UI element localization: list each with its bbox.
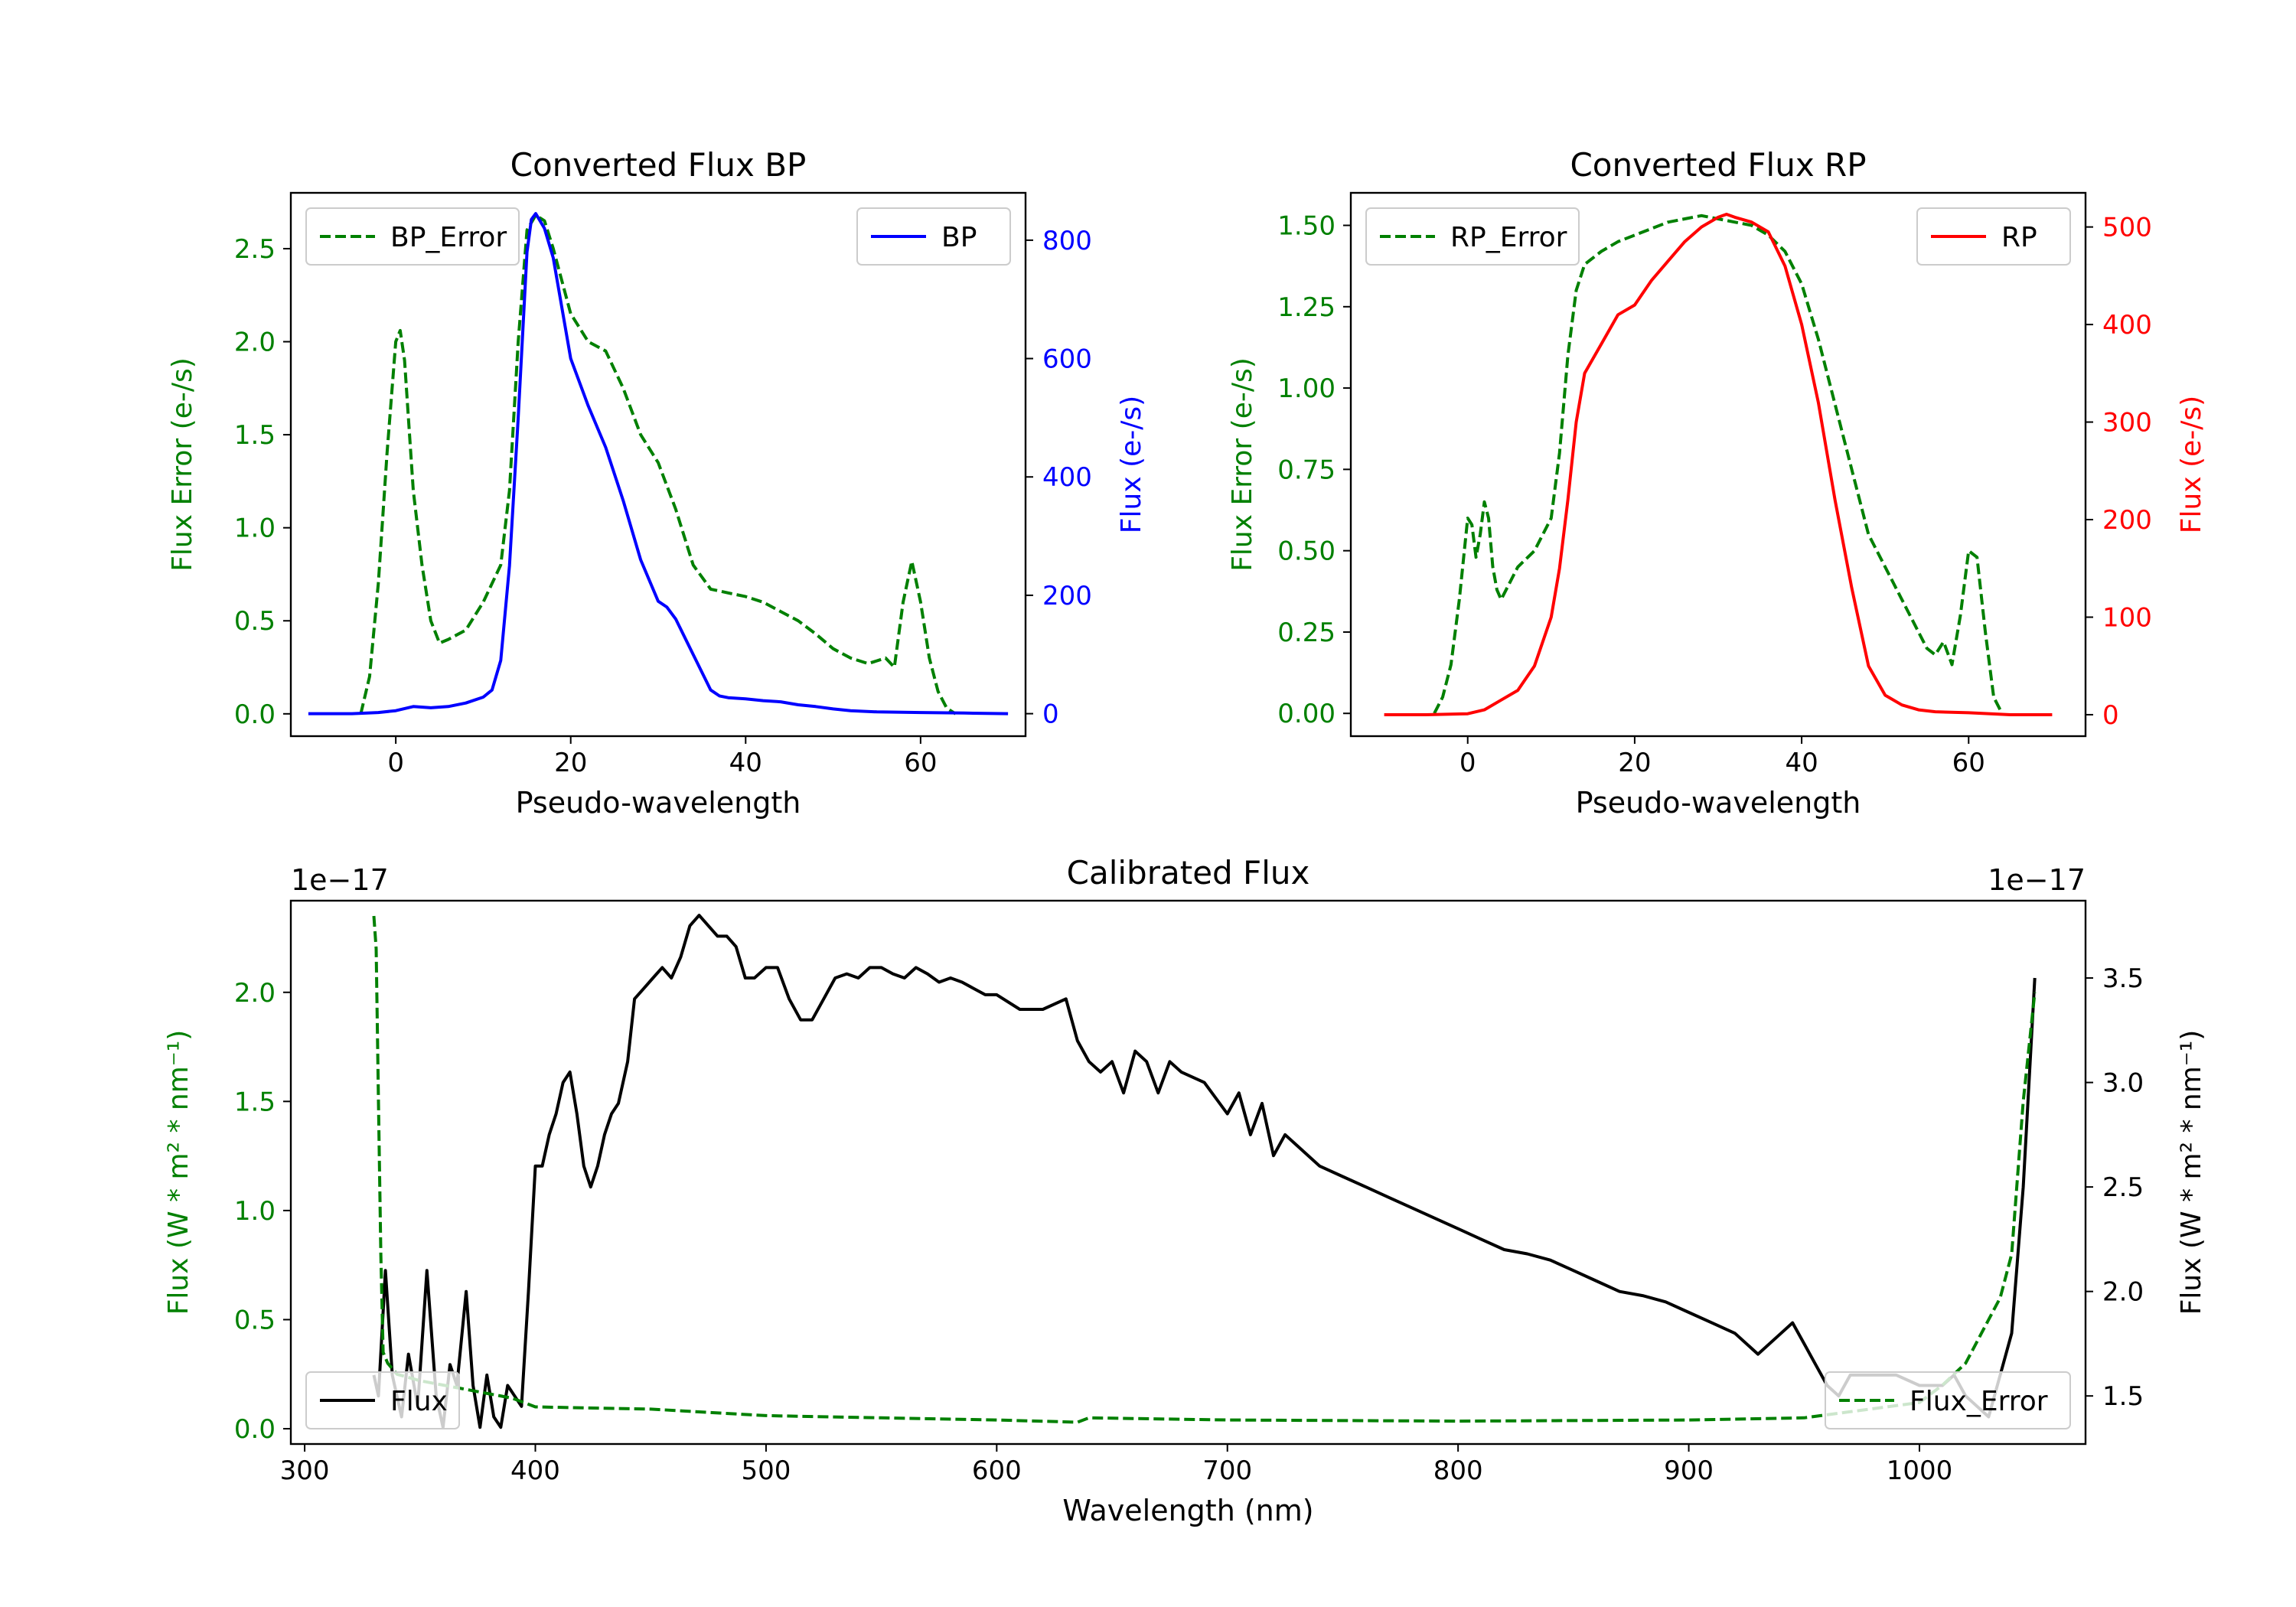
y-right-tick-label: 0 [1042, 699, 1059, 730]
y-right-tick-label: 3.5 [2102, 963, 2144, 994]
x-tick-label: 900 [1664, 1455, 1714, 1486]
plot-frame [1349, 191, 2087, 738]
legend-bp-error: BP_Error [305, 207, 520, 266]
legend-label: Flux_Error [1910, 1386, 2048, 1417]
y-left-tick-label: 0.25 [1277, 618, 1336, 648]
x-tick-label: 60 [904, 748, 937, 778]
y-right-tick-label: 2.0 [2102, 1277, 2144, 1308]
x-axis-label: Wavelength (nm) [1062, 1494, 1313, 1527]
x-tick-label: 40 [729, 748, 762, 778]
series-flux-line [372, 914, 2037, 1429]
chart-title: Calibrated Flux [1067, 854, 1310, 892]
x-tick-label: 400 [510, 1455, 560, 1486]
x-tick-label: 800 [1433, 1455, 1483, 1486]
legend-box [1916, 207, 2071, 266]
y-left-tick-label: 1.50 [1277, 211, 1336, 242]
y-left-tick-label: 0.50 [1277, 536, 1336, 567]
y-right-tick-label: 200 [2102, 505, 2152, 536]
y-left-offset-label: 1e−17 [291, 863, 389, 897]
x-tick-label: 600 [972, 1455, 1022, 1486]
y-left-tick-label: 0.75 [1277, 455, 1336, 485]
y-right-axis-label: Flux (e-/s) [1116, 396, 1147, 533]
y-left-axis-label: Flux Error (e-/s) [167, 357, 198, 572]
legend-label: RP [2001, 222, 2037, 253]
y-left-tick-label: 1.5 [234, 420, 276, 451]
y-left-tick-label: 2.0 [234, 978, 276, 1009]
y-left-tick-label: 2.5 [234, 234, 276, 265]
legend-label: BP_Error [390, 222, 507, 253]
y-left-tick-label: 1.5 [234, 1087, 276, 1117]
plot-frame [289, 899, 2087, 1446]
chart-rp: 0 20 40 60 0.00 0.25 0.50 0.75 1.00 1.25 1.50 0 100 2… [1227, 146, 2207, 820]
y-left-tick-label: 1.0 [234, 1196, 276, 1227]
y-right-tick-label: 1.5 [2102, 1381, 2144, 1412]
series-rp-error-line [1433, 214, 2004, 715]
legend-flux: Flux [305, 1371, 460, 1429]
y-left-tick-label: 0.5 [234, 1305, 276, 1335]
y-right-tick-label: 3.0 [2102, 1068, 2144, 1099]
y-left-tick-label: 1.25 [1277, 292, 1336, 323]
y-left-axis-label: Flux Error (e-/s) [1227, 357, 1258, 572]
y-left-axis-label: Flux (W * m² * nm⁻¹) [163, 1030, 194, 1315]
y-left-tick-label: 1.00 [1277, 373, 1336, 404]
series-rp-line [1384, 213, 2053, 716]
legend-rp-error: RP_Error [1365, 207, 1580, 266]
x-tick-label: 1000 [1887, 1455, 1953, 1486]
y-left-tick-label: 0.5 [234, 606, 276, 637]
x-axis-label: Pseudo-wavelength [1576, 786, 1861, 820]
y-right-tick-label: 800 [1042, 226, 1092, 256]
chart-title: Converted Flux RP [1570, 146, 1866, 184]
y-right-tick-label: 0 [2102, 700, 2119, 731]
chart-cal: 300 400 500 600 700 800 900 1000 0.0 0.5 1.0 1.5 2.0… [163, 854, 2207, 1527]
x-tick-label: 20 [1618, 748, 1651, 778]
legend-box [305, 207, 520, 266]
series-flux-error-line [372, 915, 2037, 1424]
y-right-tick-label: 300 [2102, 408, 2152, 438]
x-tick-label: 700 [1202, 1455, 1252, 1486]
legend-rp: RP [1916, 207, 2071, 266]
x-tick-label: 20 [554, 748, 587, 778]
x-tick-label: 500 [741, 1455, 791, 1486]
y-left-tick-label: 0.0 [234, 699, 276, 730]
y-right-tick-label: 600 [1042, 344, 1092, 375]
legend-flux-error: Flux_Error [1825, 1371, 2071, 1429]
legend-label: RP_Error [1450, 222, 1567, 253]
y-right-tick-label: 200 [1042, 581, 1092, 611]
y-right-tick-label: 2.5 [2102, 1172, 2144, 1203]
y-right-axis-label: Flux (e-/s) [2176, 396, 2207, 533]
y-right-axis-label: Flux (W * m² * nm⁻¹) [2176, 1030, 2207, 1315]
y-left-tick-label: 0.0 [234, 1414, 276, 1445]
y-right-tick-label: 500 [2102, 213, 2152, 243]
y-right-tick-label: 400 [2102, 310, 2152, 341]
y-left-tick-label: 1.0 [234, 513, 276, 544]
series-bp-line [308, 212, 1009, 715]
x-tick-label: 0 [1459, 748, 1476, 778]
y-left-tick-label: 0.00 [1277, 699, 1336, 729]
legend-box [1365, 207, 1580, 266]
x-tick-label: 0 [387, 748, 404, 778]
y-right-tick-label: 100 [2102, 602, 2152, 633]
legend-label: Flux [390, 1386, 448, 1417]
x-tick-label: 40 [1785, 748, 1818, 778]
legend-box [856, 207, 1011, 266]
chart-title: Converted Flux BP [510, 146, 807, 184]
x-tick-label: 60 [1952, 748, 1985, 778]
legend-label: BP [941, 222, 977, 253]
series-bp-error-line [359, 214, 957, 715]
x-axis-label: Pseudo-wavelength [516, 786, 801, 820]
x-tick-label: 300 [280, 1455, 330, 1486]
plot-frame [289, 191, 1027, 738]
chart-bp: 0 20 40 60 0.0 0.5 1.0 1.5 2.0 2.5 0 200 400 600 800 Co… [167, 146, 1147, 820]
legend-box [1825, 1371, 2071, 1429]
legend-box [305, 1371, 460, 1429]
y-right-tick-label: 400 [1042, 462, 1092, 493]
legend-bp: BP [856, 207, 1011, 266]
y-left-tick-label: 2.0 [234, 328, 276, 358]
y-right-offset-label: 1e−17 [1988, 863, 2086, 897]
